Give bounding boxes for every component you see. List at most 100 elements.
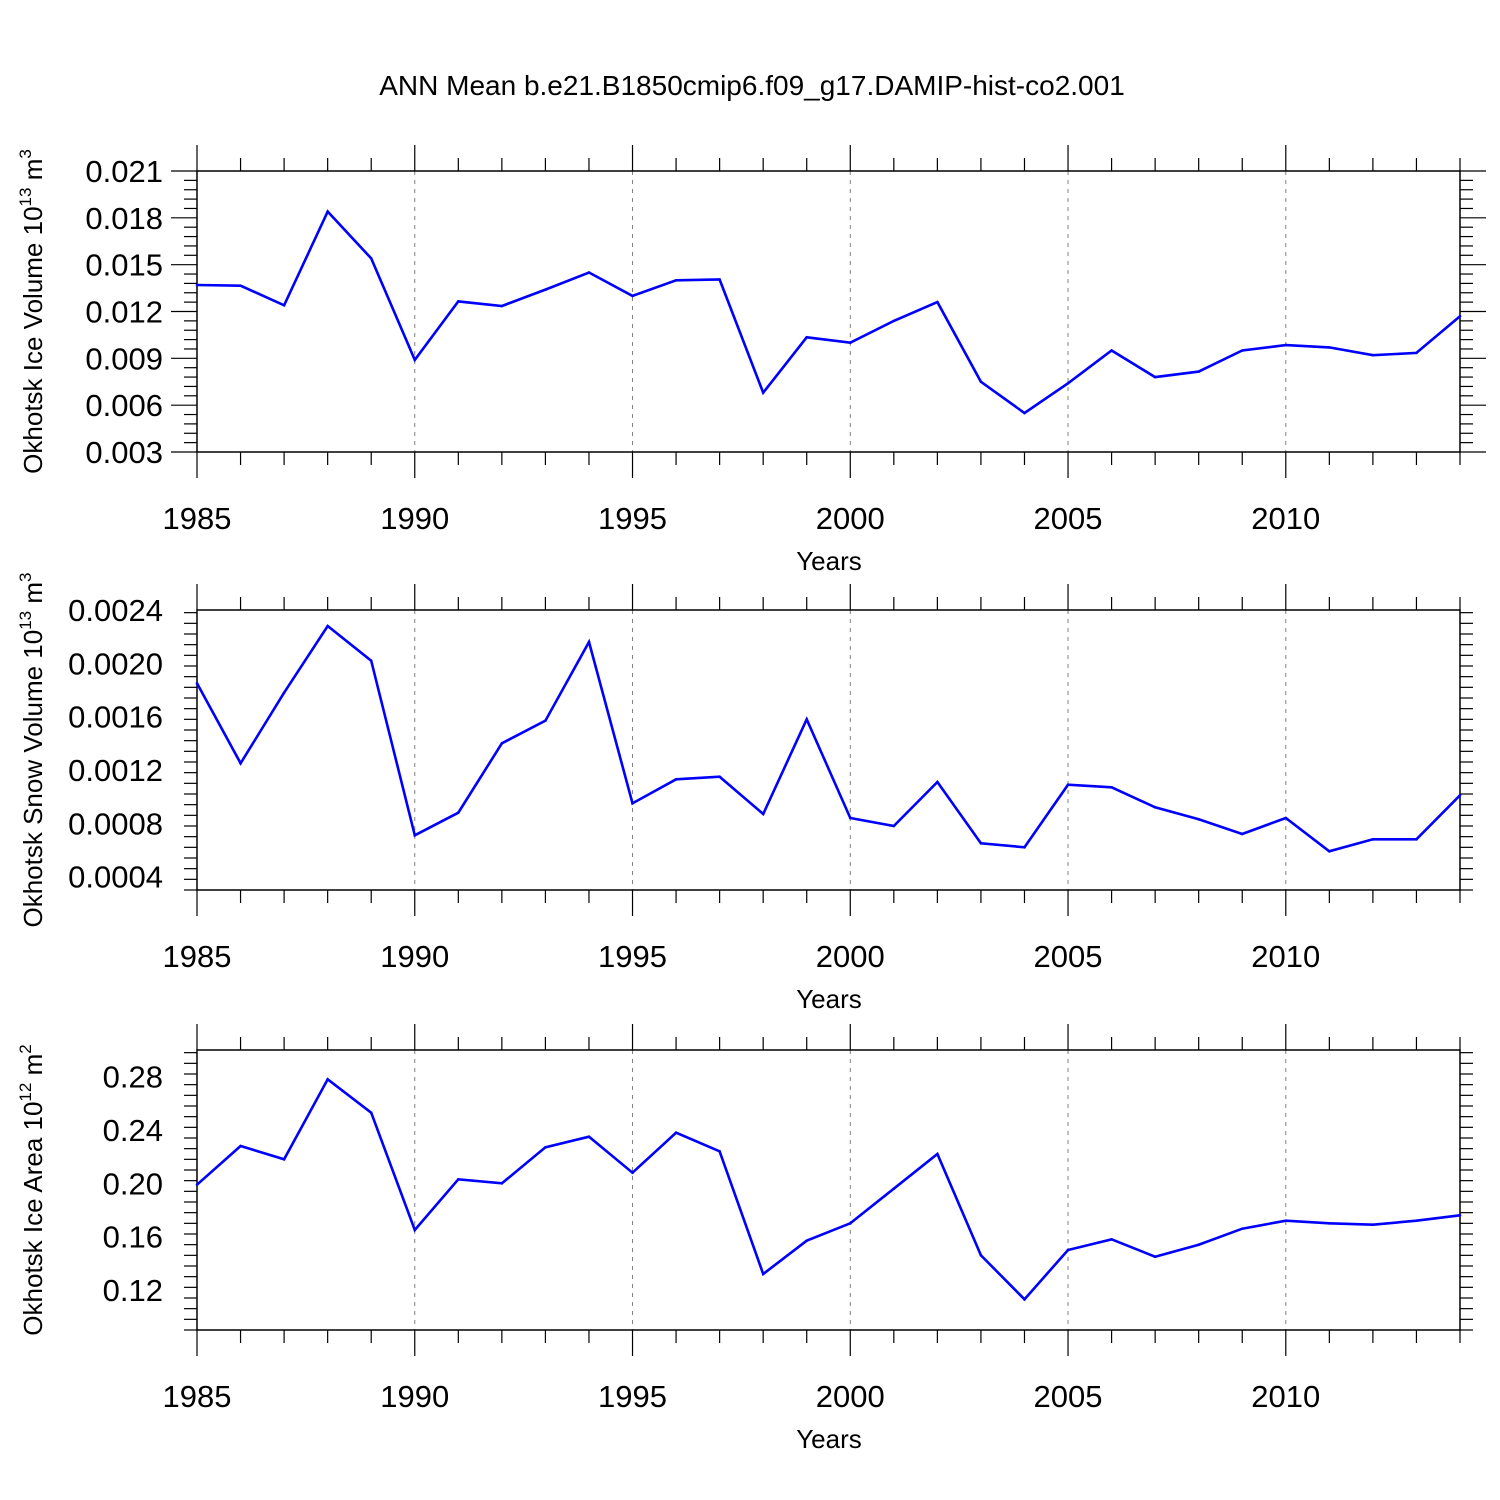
data-point xyxy=(979,380,983,384)
y-axis-label: Okhotsk Snow Volume 1013 m3 xyxy=(16,573,48,928)
data-point xyxy=(587,640,591,644)
y-tick-label: 0.0012 xyxy=(68,753,163,788)
data-point xyxy=(1328,346,1331,349)
data-point xyxy=(979,842,983,845)
data-point xyxy=(1110,349,1113,352)
data-point xyxy=(1240,832,1244,836)
y-axis-label-exponent: 13 xyxy=(16,611,35,630)
y-axis-label-unit-exponent: 2 xyxy=(16,1044,35,1053)
data-point xyxy=(195,682,199,685)
x-tick-label: 2010 xyxy=(1251,939,1320,974)
data-point xyxy=(631,294,634,298)
y-tick-label: 0.0008 xyxy=(68,806,163,841)
x-tick-label: 1995 xyxy=(598,1379,667,1414)
data-point xyxy=(326,210,329,213)
y-tick-label: 0.021 xyxy=(85,154,163,189)
data-point xyxy=(1240,349,1244,352)
data-point xyxy=(326,1078,329,1081)
data-point xyxy=(195,283,199,287)
data-point xyxy=(936,1152,939,1156)
data-point xyxy=(239,1144,242,1148)
data-point xyxy=(457,811,460,814)
data-point xyxy=(1458,794,1462,797)
x-tick-label: 1990 xyxy=(380,939,449,974)
x-tick-label: 2000 xyxy=(816,1379,885,1414)
data-point xyxy=(1197,818,1200,821)
series-line xyxy=(195,624,1461,853)
data-point xyxy=(979,1254,983,1257)
figure-title: ANN Mean b.e21.B1850cmip6.f09_g17.DAMIP-… xyxy=(379,70,1125,101)
y-tick-label: 0.0004 xyxy=(68,860,163,895)
plot-frame xyxy=(196,1049,1461,1331)
data-point xyxy=(1153,375,1157,379)
data-point xyxy=(239,762,242,765)
data-point xyxy=(1458,314,1462,318)
data-point xyxy=(500,742,504,745)
data-point xyxy=(369,659,373,662)
data-point xyxy=(1371,838,1375,841)
data-point xyxy=(587,271,591,274)
data-point xyxy=(1197,1243,1200,1246)
data-point xyxy=(848,816,852,820)
y-axis-label-exponent: 13 xyxy=(16,188,35,207)
data-point xyxy=(805,1239,809,1242)
series-line xyxy=(196,209,1461,415)
data-point xyxy=(457,300,460,303)
data-point xyxy=(239,284,242,288)
y-tick-label: 0.012 xyxy=(85,295,163,330)
y-axis-label-unit: m xyxy=(18,1054,48,1083)
data-point xyxy=(587,1135,591,1138)
data-point xyxy=(936,780,939,784)
data-point xyxy=(718,278,721,281)
data-point xyxy=(282,1158,286,1161)
data-point xyxy=(369,257,373,260)
data-point xyxy=(1240,1227,1244,1230)
x-tick-label: 1995 xyxy=(598,501,667,536)
data-point xyxy=(1066,783,1070,786)
data-point xyxy=(805,718,809,721)
y-tick-label: 0.0016 xyxy=(68,700,163,735)
data-point xyxy=(761,812,765,816)
data-point xyxy=(1023,846,1026,849)
plot-frame xyxy=(196,609,1461,891)
x-tick-label: 2010 xyxy=(1251,501,1320,536)
x-tick-label: 2000 xyxy=(816,939,885,974)
data-point xyxy=(892,824,896,828)
data-point xyxy=(413,358,417,362)
y-tick-label: 0.24 xyxy=(103,1113,163,1148)
x-tick-label: 2010 xyxy=(1251,1379,1320,1414)
data-point xyxy=(631,1171,634,1174)
data-point xyxy=(1023,1298,1026,1301)
y-axis-label-text: Okhotsk Snow Volume 10 xyxy=(18,630,48,928)
data-point xyxy=(892,319,896,323)
x-tick-label: 1985 xyxy=(163,501,232,536)
data-point xyxy=(761,1272,765,1276)
y-axis-label-text: Okhotsk Ice Area 10 xyxy=(18,1102,48,1336)
data-point xyxy=(1066,1248,1070,1252)
data-point xyxy=(718,1150,721,1153)
y-axis-label-unit-exponent: 3 xyxy=(16,573,35,582)
data-point xyxy=(544,1146,547,1149)
data-point xyxy=(1153,1255,1157,1258)
y-axis-label-text: Okhotsk Ice Volume 10 xyxy=(18,206,48,473)
data-point xyxy=(674,778,678,781)
x-tick-label: 1990 xyxy=(380,1379,449,1414)
y-axis-label: Okhotsk Ice Area 1012 m2 xyxy=(16,1044,48,1335)
data-point xyxy=(1023,411,1026,415)
y-tick-label: 0.0020 xyxy=(68,646,163,681)
x-axis-label: Years xyxy=(796,1424,862,1454)
data-point xyxy=(674,278,678,282)
data-point xyxy=(848,1222,852,1225)
x-tick-label: 1995 xyxy=(598,939,667,974)
data-point xyxy=(1458,1214,1462,1217)
data-point xyxy=(1066,382,1070,385)
data-point xyxy=(1415,838,1418,841)
y-axis-label-unit: m xyxy=(18,582,48,611)
y-axis-label-unit: m xyxy=(18,159,48,188)
data-point xyxy=(369,1111,373,1114)
panels: 0.003 0.006 0.009 0.012 0.015 0.018 0.021 1985 1… xyxy=(16,145,1486,1454)
data-point xyxy=(544,719,547,722)
data-point xyxy=(848,341,852,345)
data-point xyxy=(1328,1222,1331,1225)
